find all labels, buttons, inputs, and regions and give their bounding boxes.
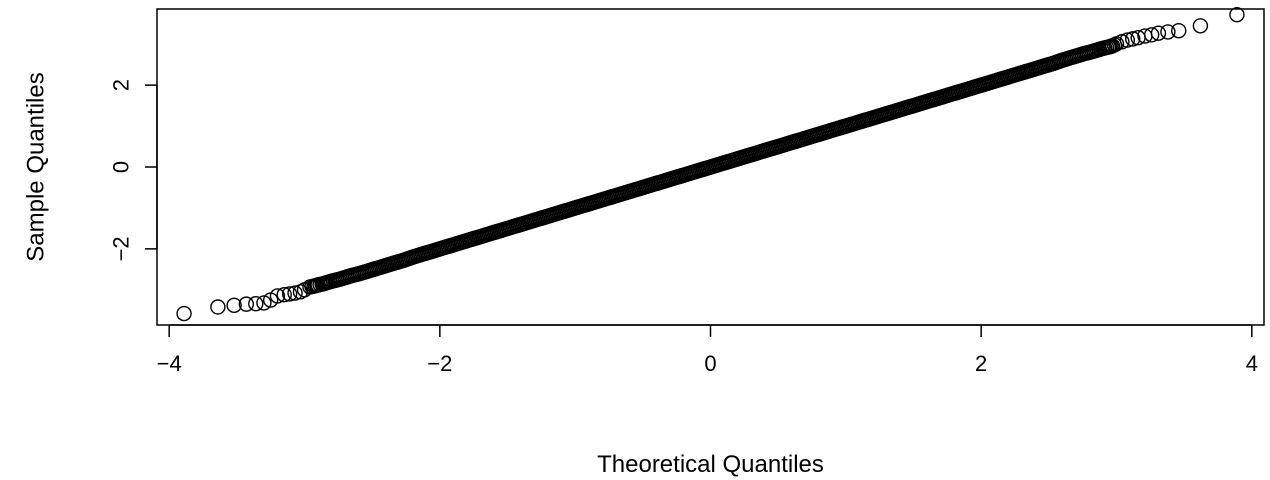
x-tick-label: 0 [704,351,716,376]
data-point [281,286,298,302]
x-axis: −4 −2 0 2 4 [157,324,1258,376]
points-layer [176,7,1245,322]
y-tick-label: 2 [109,79,134,91]
x-tick-label: 4 [1246,351,1258,376]
x-tick-label: 2 [975,351,987,376]
data-point [1143,27,1160,43]
data-point [226,297,242,314]
data-point [287,285,303,301]
y-axis-title: Sample Quantiles [23,72,50,261]
data-point [1192,18,1209,34]
data-point [1125,31,1141,47]
data-point [1229,7,1245,23]
y-tick-label: 0 [109,161,134,173]
data-point [210,299,226,315]
x-tick-label: −2 [427,351,452,376]
data-point [176,305,192,322]
data-point [276,287,292,303]
data-point [1119,32,1136,48]
data-point [248,296,264,312]
data-point [1171,22,1187,39]
x-axis-title: Theoretical Quantiles [597,451,824,478]
data-point [238,296,255,312]
data-point [256,295,272,311]
data-point [269,288,286,304]
y-axis: −2 0 2 [109,79,158,261]
x-tick-label: −4 [157,351,182,376]
y-tick-label: −2 [109,236,134,261]
data-point [1160,24,1176,40]
data-point [1150,25,1167,41]
